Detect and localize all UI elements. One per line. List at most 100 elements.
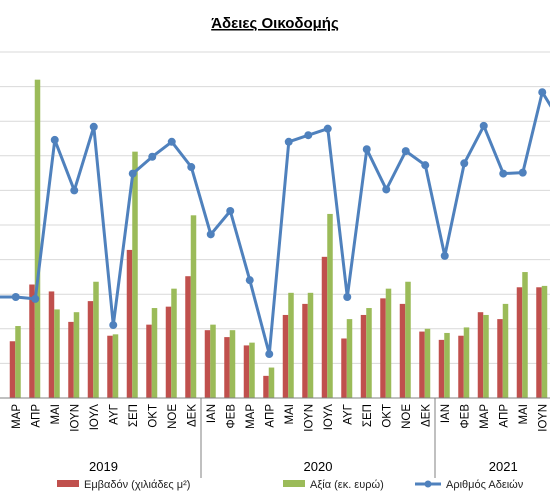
chart-title: Άδειες Οικοδομής (211, 15, 339, 32)
x-tick-label: ΔΕΚ (420, 404, 432, 427)
year-label: 2021 (489, 459, 518, 474)
bar-area (165, 306, 172, 398)
bar-area (68, 321, 74, 398)
line-series (0, 88, 550, 359)
bar-value (54, 309, 60, 398)
bar-value (229, 330, 236, 398)
bar-value (132, 151, 138, 398)
bar-value (405, 281, 411, 398)
bar-area (9, 341, 16, 398)
line-point (206, 230, 215, 239)
line-point (148, 152, 157, 161)
x-tick-label: ΜΑΙ (518, 404, 530, 424)
bar-area (399, 303, 406, 398)
x-tick-label: ΣΕΠ (362, 404, 374, 427)
line-point (499, 169, 508, 178)
bar-value (93, 281, 99, 398)
bar-area (126, 249, 133, 398)
bar-value (522, 272, 528, 398)
line-point (362, 145, 371, 154)
line-point (538, 88, 547, 97)
x-tick-label: ΜΑΙ (50, 404, 62, 424)
legend-label: Εμβαδόν (χιλιάδες μ²) (84, 479, 190, 491)
line-point (460, 159, 469, 168)
line-point (167, 137, 176, 146)
line-point (11, 293, 20, 302)
x-tick-label: ΟΚΤ (147, 404, 159, 428)
bar-value (502, 303, 509, 398)
x-tick-label: ΜΑΡ (245, 404, 257, 429)
x-tick-label: ΙΟΥΝ (537, 404, 549, 432)
bar-value (171, 288, 177, 398)
bar-area (477, 312, 484, 398)
line-point (343, 293, 352, 302)
bars (9, 79, 548, 399)
line-point (31, 294, 40, 303)
bar-value (190, 215, 197, 398)
bar-value (483, 314, 489, 398)
x-tick-label: ΝΟΕ (167, 404, 179, 429)
x-tick-label: ΑΥΓ (108, 403, 120, 424)
line-point (401, 147, 410, 156)
bar-area (282, 314, 289, 398)
x-axis: ΜΑΡ ΑΠΡ ΜΑΙ ΙΟΥΝ ΙΟΥΛ ΑΥΓ ΣΕΠ ΟΚΤ ΝΟΕ ΔΕΚ ΙΑΝ ΦΕΒ ΜΑ… (0, 397, 550, 478)
bar-area (516, 287, 523, 398)
bar-value (346, 319, 353, 398)
bar-value (444, 332, 450, 398)
legend-swatch (57, 480, 79, 487)
x-tick-label: ΙΟΥΛ (89, 404, 101, 431)
bar-area (107, 335, 113, 398)
x-tick-label: ΑΠΡ (30, 404, 42, 428)
line-point (421, 161, 430, 170)
bar-value (307, 292, 314, 398)
bar-value (15, 326, 21, 398)
line-point (109, 321, 118, 330)
line-point (187, 163, 196, 172)
x-tick-label: ΜΑΙ (284, 404, 296, 424)
line-point (265, 350, 274, 359)
x-tick-label: ΔΕΚ (186, 404, 198, 427)
x-tick-label: ΜΑΡ (11, 404, 23, 429)
bar-area (419, 331, 425, 398)
x-tick-label: ΙΑΝ (206, 404, 218, 423)
legend-label: Αξία (εκ. ευρώ) (310, 479, 384, 491)
bar-area (243, 345, 250, 398)
bar-area (48, 291, 55, 398)
legend-swatch-marker (424, 480, 432, 488)
x-tick-label: ΙΟΥΝ (69, 404, 81, 432)
line-point (50, 135, 59, 144)
bar-value (327, 213, 333, 398)
legend-label: Αριθμός Αδειών (446, 479, 524, 491)
line-point (304, 131, 313, 140)
bar-area (458, 335, 464, 398)
x-tick-label: ΑΠΡ (264, 404, 276, 428)
bar-value (366, 308, 372, 398)
line-point (323, 124, 332, 133)
line-point (245, 276, 254, 285)
bar-area (185, 276, 191, 398)
bar-value (385, 288, 392, 398)
bar-area (360, 314, 367, 398)
x-tick-label: ΜΑΡ (479, 404, 491, 429)
x-tick-label: ΙΟΥΛ (323, 404, 335, 431)
bar-area (87, 301, 94, 398)
line-path (0, 90, 550, 356)
x-tick-label: ΑΠΡ (498, 404, 510, 428)
line-point (89, 122, 98, 131)
bar-value (424, 328, 431, 398)
bar-area (302, 303, 308, 398)
x-tick-label: ΙΟΥΝ (303, 404, 315, 432)
bar-value (463, 327, 470, 398)
bar-value (151, 308, 158, 398)
bar-area (29, 284, 35, 398)
bar-area (341, 338, 347, 398)
line-point (226, 206, 235, 215)
line-point (518, 168, 527, 177)
bar-value (541, 285, 548, 398)
year-label: 2020 (304, 459, 333, 474)
line-point (440, 251, 449, 260)
bar-value (268, 367, 275, 398)
bar-area (204, 330, 211, 398)
bar-area (536, 287, 542, 398)
